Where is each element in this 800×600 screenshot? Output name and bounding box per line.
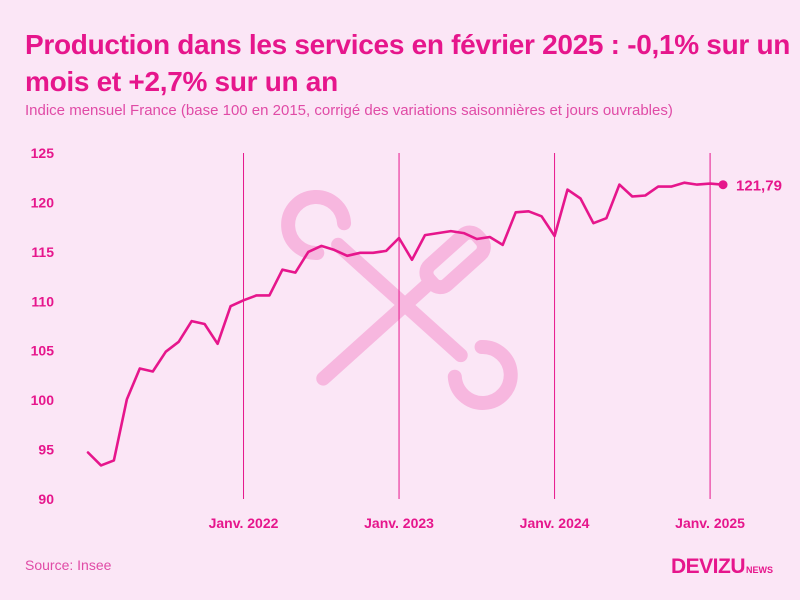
brand-logo: DEVIZUNEWS [671, 555, 773, 579]
logo-wordmark: DEVIZU [671, 555, 746, 578]
y-tick-label: 120 [31, 194, 55, 210]
chart-title: Production dans les services en février … [25, 29, 791, 97]
end-value-label: 121,79 [736, 178, 782, 195]
y-tick-label: 125 [31, 145, 55, 161]
x-tick-label: Janv. 2024 [520, 515, 590, 531]
source-note: Source: Insee [25, 557, 112, 573]
x-tick-label: Janv. 2025 [675, 515, 745, 531]
x-tick-label: Janv. 2023 [364, 515, 434, 531]
end-point-marker [718, 180, 728, 190]
y-tick-label: 110 [31, 293, 54, 309]
line-chart: 90 95 100 105 110 115 120 125 Janv. 2022 Janv. 2… [31, 145, 782, 531]
wrench-screwdriver-icon [281, 190, 518, 410]
y-tick-label: 115 [31, 244, 54, 260]
logo-subtext: NEWS [746, 565, 774, 575]
chart-subtitle: Indice mensuel France (base 100 en 2015,… [25, 102, 673, 119]
y-tick-label: 100 [31, 392, 55, 408]
y-tick-label: 105 [31, 343, 55, 359]
series-line [86, 181, 725, 467]
y-tick-label: 90 [38, 491, 54, 507]
y-tick-label: 95 [38, 442, 54, 458]
x-tick-label: Janv. 2022 [209, 515, 279, 531]
